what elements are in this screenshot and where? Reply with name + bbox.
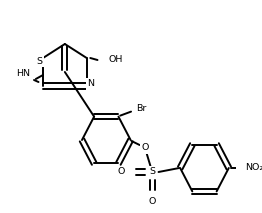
Text: S: S [149,167,155,177]
Text: OH: OH [108,56,123,65]
Text: N: N [87,79,94,88]
Text: O: O [118,167,125,177]
Text: NO₂: NO₂ [245,164,262,173]
Text: HN: HN [16,69,30,79]
Text: S: S [36,56,42,66]
Text: O: O [149,197,156,206]
Text: O: O [141,144,149,153]
Text: Br: Br [137,104,147,113]
